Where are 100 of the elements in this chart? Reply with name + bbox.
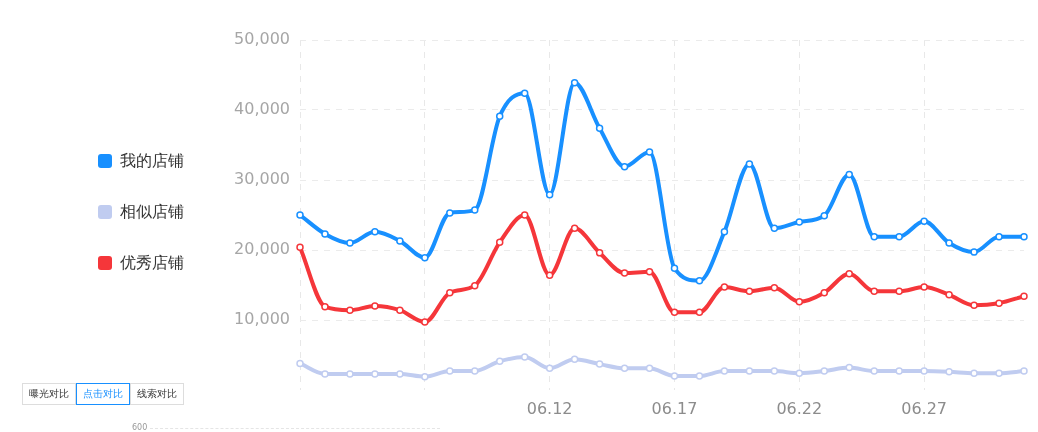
point [421,372,429,381]
point [895,367,903,375]
point [745,367,754,375]
point [870,287,878,296]
point [570,355,579,363]
point [321,230,329,238]
point [570,78,579,87]
point [346,306,354,314]
point [645,364,654,373]
point [720,367,729,375]
point [870,367,878,375]
point [1020,367,1028,375]
point [620,162,629,171]
x-tick-label: 06.17 [651,398,698,418]
legend-label: 优秀店铺 [120,252,184,274]
point [845,170,853,179]
point [695,372,704,380]
text: 600 [132,423,148,432]
point [545,271,554,279]
point [296,243,304,251]
point [446,209,454,217]
point [820,211,829,220]
point [321,302,329,311]
point [520,353,529,361]
point [770,224,779,233]
point [471,367,479,375]
point [446,367,454,375]
point [895,232,903,241]
point [346,239,354,247]
legend-label: 我的店铺 [120,150,184,172]
point [520,89,529,97]
point [945,239,953,247]
tab-button: 曝光对比 [22,383,76,405]
point [695,308,704,317]
point [795,369,804,377]
point [595,249,604,257]
y-tick-label: 10,000 [234,309,290,329]
point [296,211,304,219]
y-tick-label: 20,000 [234,239,290,259]
point [920,217,928,226]
point [970,301,978,310]
point [970,248,978,256]
y-tick-label: 50,000 [234,29,290,49]
y-tick-label: 40,000 [234,99,290,119]
tab-button: 点击对比 [76,383,130,405]
point [670,372,679,380]
x-tick-label: 06.22 [776,398,823,418]
point [495,238,504,247]
point [520,211,529,219]
point [870,232,878,241]
point [995,369,1003,377]
point [795,218,804,226]
point [446,288,454,297]
point [670,264,679,272]
point [371,370,379,378]
point [495,112,504,121]
point [371,302,379,310]
point [970,369,978,377]
point [620,364,629,373]
point [770,284,779,292]
point [1020,292,1028,300]
point [745,160,754,168]
point [371,228,379,236]
point [745,287,754,296]
point [471,206,479,214]
point [620,269,629,277]
point [396,306,404,314]
point [645,267,654,276]
point [570,224,579,233]
point [945,368,953,376]
y-tick-label: 30,000 [234,169,290,189]
point [321,370,329,378]
point [396,370,404,378]
point [421,253,429,262]
x-tick-label: 06.27 [901,398,948,418]
point [1020,232,1028,241]
point [545,190,554,199]
point [995,299,1003,307]
point [920,367,928,375]
point [296,359,304,368]
point [421,318,429,326]
point [945,291,953,299]
point [770,367,779,375]
point [920,283,928,291]
point [995,232,1003,241]
x-tick-label: 06.12 [526,398,573,418]
point [670,308,679,317]
point [895,287,903,296]
point [795,298,804,306]
point [545,364,554,373]
point [346,370,354,378]
point [720,283,729,291]
point [845,270,853,278]
point [820,367,829,375]
point [595,124,604,132]
point [396,237,404,245]
tab-button: 线索对比 [130,383,184,405]
legend-label: 相似店铺 [120,201,184,223]
point [495,357,504,366]
point [595,360,604,368]
